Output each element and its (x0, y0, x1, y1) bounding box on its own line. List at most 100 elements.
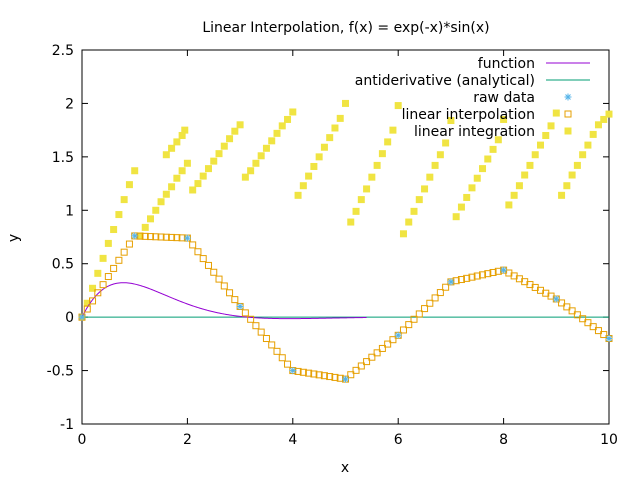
linear-interpolation-point (426, 299, 434, 307)
raw-data-point (552, 295, 560, 303)
linear-integration-point (421, 185, 429, 193)
raw-data-series (78, 232, 613, 383)
linear-integration-point (110, 226, 118, 234)
linear-integration-point (173, 174, 181, 182)
linear-integration-point (168, 144, 176, 152)
linear-interpolation-point (573, 311, 581, 319)
linear-interpolation-point (489, 268, 497, 276)
linear-integration-point (173, 138, 181, 146)
x-tick-label: 6 (394, 432, 403, 448)
linear-integration-point (131, 167, 139, 175)
linear-interpolation-point (241, 309, 249, 317)
linear-integration-point (125, 181, 133, 189)
y-axis-ticks: -1 -0.5 0 0.5 1 1.5 2 2.5 (47, 43, 609, 433)
linear-integration-point (410, 207, 418, 215)
linear-interpolation-point (405, 321, 413, 329)
linear-integration-point (357, 196, 365, 204)
linear-integration-point (236, 121, 244, 129)
linear-integration-point (568, 171, 576, 179)
linear-interpolation-point (173, 234, 181, 242)
function-curve (81, 282, 367, 320)
linear-integration-point (94, 269, 102, 277)
linear-interpolation-point (584, 319, 592, 327)
linear-integration-point (500, 115, 508, 123)
linear-integration-point (447, 117, 455, 125)
x-tick-label: 10 (600, 432, 618, 448)
linear-integration-point (558, 191, 566, 199)
linear-interpolation-point (457, 276, 465, 284)
linear-interpolation-point (352, 366, 360, 374)
linear-integration-point (226, 135, 234, 143)
legend-label: raw data (473, 90, 535, 106)
linear-integration-point (278, 122, 286, 130)
raw-data-point (342, 375, 349, 383)
linear-interpolation-point (357, 362, 365, 370)
linear-interpolation-point (115, 256, 123, 264)
linear-interpolation-point (463, 274, 471, 282)
linear-interpolation-point (99, 281, 107, 289)
linear-interpolation-point (331, 373, 339, 381)
linear-integration-point (547, 122, 555, 130)
linear-interpolation-point (268, 341, 276, 349)
linear-interpolation-point (89, 297, 97, 305)
linear-interpolation-point (436, 289, 444, 297)
linear-interpolation-point (315, 371, 323, 379)
linear-integration-point (536, 141, 544, 149)
linear-interpolation-point (415, 310, 423, 318)
linear-integration-point (542, 131, 550, 139)
linear-integration-point (199, 172, 207, 180)
linear-interpolation-point (110, 264, 118, 272)
linear-interpolation-point (189, 241, 197, 249)
linear-interpolation-point (294, 367, 302, 375)
linear-integration-point (484, 155, 492, 163)
linear-interpolation-point (347, 371, 355, 379)
linear-interpolation-point (389, 336, 397, 344)
linear-integration-point (284, 115, 292, 123)
y-tick-label: -0.5 (47, 364, 74, 380)
linear-integration-point (452, 213, 460, 221)
raw-data-point (289, 367, 297, 375)
linear-integration-point (378, 150, 386, 158)
linear-interpolation-point (600, 331, 608, 339)
linear-integration-point (294, 191, 302, 199)
linear-integration-point (436, 151, 444, 159)
linear-interpolation-point (558, 299, 566, 307)
linear-integration-point (178, 167, 186, 175)
linear-interpolation-point (563, 303, 571, 311)
x-tick-label: 0 (78, 432, 87, 448)
linear-integration-point (99, 254, 107, 262)
linear-interpolation-point (141, 232, 149, 240)
legend-label: antiderivative (analytical) (355, 73, 535, 89)
raw-data-point (131, 232, 139, 240)
linear-integration-point (162, 190, 170, 198)
linear-interpolation-point (589, 323, 597, 331)
linear-interpolation-point (299, 368, 307, 376)
raw-data-point (183, 234, 191, 242)
linear-interpolation-point (252, 322, 260, 330)
linear-interpolation-point (162, 233, 170, 241)
linear-interpolation-point (484, 270, 492, 278)
linear-interpolation-point (320, 372, 328, 380)
linear-integration-point (315, 153, 323, 161)
linear-interpolation-point (421, 305, 429, 313)
linear-integration-point (415, 196, 423, 204)
x-tick-label: 4 (288, 432, 297, 448)
y-tick-label: 0.5 (52, 257, 74, 273)
linear-interpolation-point (199, 255, 207, 263)
linear-integration-point (600, 115, 608, 123)
y-tick-label: 1.5 (52, 150, 74, 166)
linear-integration-point (336, 114, 344, 122)
linear-interpolation-point (479, 271, 487, 279)
linear-integration-point (431, 161, 439, 169)
linear-interpolation-point (410, 315, 418, 323)
linear-integration-point (442, 139, 450, 147)
linear-integration-point (189, 186, 197, 194)
linear-interpolation-point (247, 315, 255, 323)
linear-integration-point (215, 150, 223, 158)
linear-interpolation-series (78, 232, 613, 383)
linear-integration-point (257, 152, 265, 160)
raw-data-point (394, 331, 402, 339)
y-tick-label: 0 (65, 310, 74, 326)
linear-integration-point (389, 126, 397, 134)
